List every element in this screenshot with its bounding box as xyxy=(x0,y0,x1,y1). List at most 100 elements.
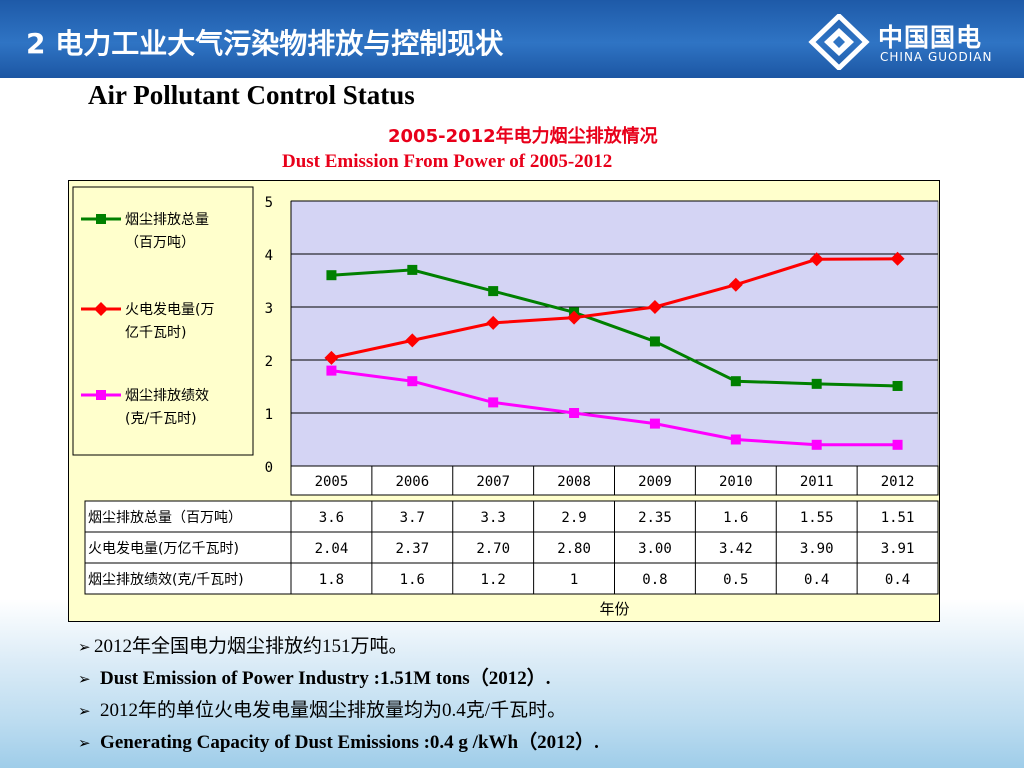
data-label: 1 xyxy=(570,572,578,588)
legend-marker xyxy=(96,390,106,400)
data-point xyxy=(809,252,824,267)
legend-box xyxy=(72,186,254,456)
data-label: 0.4 xyxy=(804,572,829,588)
arrow-bullet-icon: ➢ xyxy=(78,702,91,720)
y-tick-label: 0 xyxy=(265,460,273,476)
data-point xyxy=(407,376,418,387)
series-line xyxy=(331,268,898,388)
legend-entry: 烟尘排放总量 xyxy=(125,212,209,228)
bullet-list: ➢ 2012年全国电力烟尘排放约151万吨。 ➢ Dust Emission of… xyxy=(78,630,1008,758)
y-tick-label: 5 xyxy=(265,195,273,211)
data-point xyxy=(324,350,339,365)
legend-marker xyxy=(94,302,108,316)
data-label: 1.55 xyxy=(800,510,834,526)
bullet-text: 2012年全国电力烟尘排放约151万吨。 xyxy=(94,636,408,657)
arrow-bullet-icon: ➢ xyxy=(78,734,91,752)
data-label: 1.6 xyxy=(723,510,748,526)
series-line xyxy=(331,257,898,360)
y-tick-label: 2 xyxy=(265,354,273,370)
data-label: 1.6 xyxy=(400,572,425,588)
data-label: 0.4 xyxy=(885,572,910,588)
data-label: 3.42 xyxy=(719,541,753,557)
data-point xyxy=(649,418,660,429)
y-tick-label: 4 xyxy=(265,248,273,264)
data-label: 1.51 xyxy=(881,510,915,526)
data-label: 3.91 xyxy=(881,541,915,557)
y-tick-label: 3 xyxy=(265,301,273,317)
data-label: 2.9 xyxy=(561,510,586,526)
data-point xyxy=(730,376,741,387)
table-row-header: 火电发电量(万亿千瓦时) xyxy=(88,541,239,557)
chart-title-cn: 2005-2012年电力烟尘排放情况 xyxy=(388,126,658,147)
data-label: 2.04 xyxy=(315,541,349,557)
bullet-item: ➢ 2012年的单位火电发电量烟尘排放量均为0.4克/千瓦时。 xyxy=(78,694,1008,726)
table-row-header: 烟尘排放总量（百万吨） xyxy=(88,510,242,526)
x-tick-label: 2009 xyxy=(638,474,672,490)
data-point xyxy=(569,408,580,418)
plot-area xyxy=(290,200,939,467)
data-point xyxy=(892,380,903,391)
data-label: 3.6 xyxy=(319,510,344,526)
data-label: 2.70 xyxy=(476,541,510,557)
bullet-text: Dust Emission of Power Industry :1.51M t… xyxy=(100,668,551,689)
data-point xyxy=(486,315,501,330)
data-point xyxy=(326,365,337,376)
x-tick-label: 2008 xyxy=(557,474,591,490)
logo-mark-icon xyxy=(808,14,870,70)
x-tick-label: 2012 xyxy=(881,474,915,490)
legend-entry: 烟尘排放绩效 xyxy=(125,388,209,404)
data-table xyxy=(84,500,939,595)
data-point xyxy=(890,251,905,266)
arrow-bullet-icon: ➢ xyxy=(78,670,91,688)
x-tick-label: 2011 xyxy=(800,474,834,490)
data-label: 3.90 xyxy=(800,541,834,557)
x-tick-label: 2007 xyxy=(476,474,510,490)
logo-text-en: CHINA GUODIAN xyxy=(880,50,993,64)
data-label: 3.00 xyxy=(638,541,672,557)
bullet-item: ➢ Dust Emission of Power Industry :1.51M… xyxy=(78,662,1008,694)
data-label: 3.7 xyxy=(400,510,425,526)
data-point xyxy=(892,439,903,450)
logo-text-cn: 中国国电 xyxy=(878,23,983,52)
x-axis-label: 年份 xyxy=(599,600,629,618)
series-line xyxy=(331,369,898,447)
legend-entry: （百万吨） xyxy=(125,235,195,251)
data-label: 1.2 xyxy=(481,572,506,588)
data-point xyxy=(811,439,822,450)
data-point xyxy=(811,378,822,389)
bullet-item: ➢ 2012年全国电力烟尘排放约151万吨。 xyxy=(78,630,1008,662)
china-guodian-logo: 中国国电 CHINA GUODIAN xyxy=(808,14,1018,70)
legend-marker xyxy=(96,214,106,224)
arrow-bullet-icon: ➢ xyxy=(78,638,91,656)
data-point xyxy=(649,336,660,347)
y-tick-label: 1 xyxy=(265,407,273,423)
data-point xyxy=(407,264,418,275)
x-tick-label: 2005 xyxy=(315,474,349,490)
section-subtitle: Air Pollutant Control Status xyxy=(88,80,415,110)
data-point xyxy=(405,333,420,348)
legend-entry: 亿千瓦时) xyxy=(125,325,186,341)
data-point xyxy=(488,397,499,408)
legend-entry: (克/千瓦时) xyxy=(125,411,197,427)
chart-title-en: Dust Emission From Power of 2005-2012 xyxy=(282,151,613,172)
page-title: 2 电力工业大气污染物排放与控制现状 xyxy=(26,27,504,60)
data-label: 2.35 xyxy=(638,510,672,526)
data-point xyxy=(326,270,337,281)
bullet-text: Generating Capacity of Dust Emissions :0… xyxy=(100,732,599,753)
table-row-header: 烟尘排放绩效(克/千瓦时) xyxy=(88,572,244,588)
bullet-item: ➢ Generating Capacity of Dust Emissions … xyxy=(78,726,1008,758)
data-label: 3.3 xyxy=(481,510,506,526)
data-label: 0.8 xyxy=(642,572,667,588)
data-point xyxy=(567,310,582,325)
data-point xyxy=(647,300,662,314)
chart-container: 0 1 2 3 4 5 2005 2006 2007 2008 2009 2010 2011 2012 烟尘… xyxy=(68,180,940,622)
x-tick-label: 2010 xyxy=(719,474,753,490)
data-label: 2.80 xyxy=(557,541,591,557)
legend-entry: 火电发电量(万 xyxy=(125,302,214,318)
dust-emission-chart: 0 1 2 3 4 5 2005 2006 2007 2008 2009 2010 2011 2012 烟尘… xyxy=(72,186,939,618)
header-bar: 2 电力工业大气污染物排放与控制现状 中国国电 CHINA GUODIAN xyxy=(0,0,1024,78)
data-point xyxy=(730,434,741,445)
data-label: 1.8 xyxy=(319,572,344,588)
x-tick-label: 2006 xyxy=(395,474,429,490)
bullet-text: 2012年的单位火电发电量烟尘排放量均为0.4克/千瓦时。 xyxy=(100,700,567,721)
